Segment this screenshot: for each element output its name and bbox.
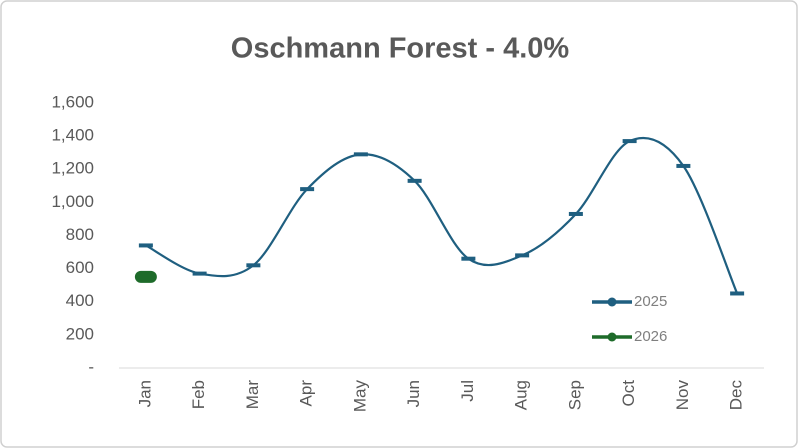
point-marker: [515, 253, 530, 258]
y-tick-label: 600: [66, 258, 94, 277]
point-marker: [192, 271, 207, 276]
x-tick-label: Aug: [512, 380, 531, 410]
point-marker: [353, 152, 368, 157]
point-marker: [622, 139, 637, 144]
x-tick-label: Nov: [673, 380, 692, 411]
legend-label: 2025: [634, 293, 667, 310]
x-tick-label: Dec: [727, 380, 746, 411]
point-marker: [246, 263, 261, 268]
point-marker: [676, 163, 691, 168]
x-tick-label: May: [350, 380, 369, 413]
point-marker: [461, 256, 476, 261]
x-tick-label: Jun: [404, 380, 423, 407]
y-tick-label: 400: [66, 291, 94, 310]
legend-marker: [607, 332, 617, 342]
chart-title: Oschmann Forest - 4.0%: [231, 33, 570, 65]
point-marker: [407, 178, 422, 183]
y-tick-label: 800: [66, 225, 94, 244]
legend-marker: [607, 297, 617, 307]
y-tick-label: 1,600: [51, 92, 94, 111]
point-marker: [730, 291, 745, 296]
legend-label: 2026: [634, 328, 667, 345]
point-marker: [300, 187, 315, 192]
x-tick-label: Jan: [135, 380, 154, 407]
x-tick-label: Oct: [619, 380, 638, 407]
y-tick-label: 200: [66, 324, 94, 343]
y-tick-label: 1,000: [51, 192, 94, 211]
point-marker: [568, 211, 583, 216]
point-marker: [138, 243, 153, 248]
y-tick-label: -: [88, 357, 94, 376]
y-tick-label: 1,200: [51, 159, 94, 178]
y-tick-label: 1,400: [51, 126, 94, 145]
point-marker: [134, 270, 157, 283]
x-tick-label: Apr: [297, 380, 316, 407]
x-tick-label: Sep: [565, 380, 584, 410]
x-tick-label: Jul: [458, 380, 477, 402]
x-tick-label: Feb: [189, 380, 208, 409]
x-tick-label: Mar: [243, 380, 262, 410]
